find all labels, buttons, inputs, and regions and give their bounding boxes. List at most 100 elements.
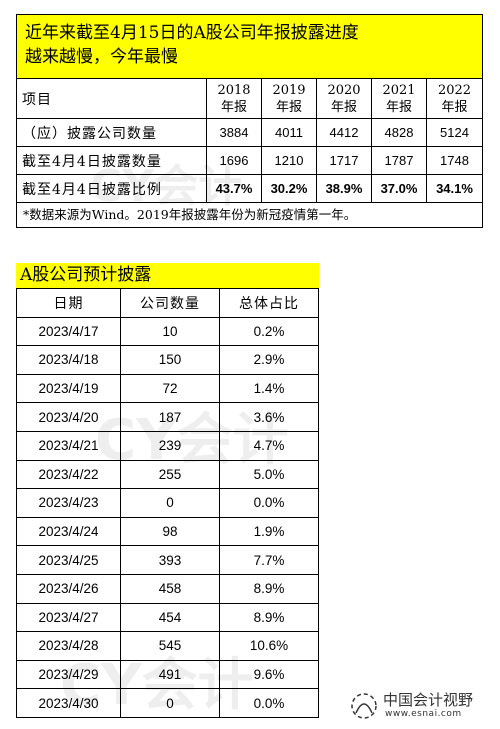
table1-cell: 30.2% xyxy=(262,175,317,203)
year-suffix: 年报 xyxy=(330,99,357,115)
logo-mark-icon xyxy=(351,693,377,719)
table2-cell: 2023/4/29 xyxy=(17,660,121,690)
table2-cell: 2023/4/23 xyxy=(17,489,121,518)
disclosure-progress-table: 近年来截至4月15日的A股公司年报披露进度 越来越慢，今年最慢 项目 2018 年报… xyxy=(16,14,483,228)
table1-cell: 43.7% xyxy=(207,175,262,203)
table2-header-cell: 日期 xyxy=(17,289,121,318)
table2-cell: 0.0% xyxy=(220,489,319,518)
table1-title: 近年来截至4月15日的A股公司年报披露进度 越来越慢，今年最慢 xyxy=(17,15,482,79)
table1-cell: 1717 xyxy=(317,147,372,175)
table2-cell: 4.7% xyxy=(220,431,319,461)
table2-cell: 2023/4/25 xyxy=(17,546,121,575)
table-row: 2023/4/24 98 1.9% xyxy=(17,517,319,547)
table-row: 2023/4/21 239 4.7% xyxy=(17,431,319,461)
table2-cell: 2023/4/27 xyxy=(17,603,121,633)
table1-cell: 1210 xyxy=(262,147,317,175)
table2-cell: 454 xyxy=(121,603,220,633)
table1-row-label: （应）披露公司数量 xyxy=(17,119,207,147)
table2-cell: 2023/4/21 xyxy=(17,431,121,461)
table-row: 2023/4/23 0 0.0% xyxy=(17,489,319,518)
table1-cell: 4412 xyxy=(317,119,372,147)
table-row: 2023/4/17 10 0.2% xyxy=(17,317,319,347)
table1-cell: 1696 xyxy=(207,147,262,175)
table1-grid: 项目 2018 年报 2019 年报 2020 年报 2021 年报 2022 年报 （应）披露公司数… xyxy=(17,79,482,203)
table1-cell: 1787 xyxy=(372,147,427,175)
table2-cell: 239 xyxy=(121,431,220,461)
logo-url: www.esnai.com xyxy=(385,709,462,719)
table1-note: *数据来源为Wind。2019年报披露年份为新冠疫情第一年。 xyxy=(23,207,357,222)
table1-cell: 4011 xyxy=(262,119,317,147)
table1-row-label: 截至4月4日披露比例 xyxy=(17,175,207,203)
table-row: 2023/4/29 491 9.6% xyxy=(17,660,319,690)
table2-cell: 10.6% xyxy=(220,632,319,661)
table2-header-cell: 公司数量 xyxy=(121,289,220,318)
table1-title-line1: 近年来截至4月15日的A股公司年报披露进度 xyxy=(25,23,359,43)
table1-year-header: 2019 年报 xyxy=(262,79,317,119)
table2-header-row: 日期 公司数量 总体占比 xyxy=(17,289,319,318)
table-row: 2023/4/20 187 3.6% xyxy=(17,403,319,432)
year-suffix: 年报 xyxy=(220,99,247,115)
table1-cell: 37.0% xyxy=(372,175,427,203)
table2-cell: 7.7% xyxy=(220,546,319,575)
expected-disclosure-table: 日期 公司数量 总体占比 2023/4/17 10 0.2% 2023/4/18 150 2.9… xyxy=(16,288,319,718)
table1-cell: 34.1% xyxy=(427,175,482,203)
year-suffix: 年报 xyxy=(275,99,302,115)
table1-cell: 38.9% xyxy=(317,175,372,203)
table1-year-header: 2022 年报 xyxy=(427,79,482,119)
table1-cell: 4828 xyxy=(372,119,427,147)
table-row: 2023/4/30 0 0.0% xyxy=(17,689,319,718)
table1-title-line2: 越来越慢，今年最慢 xyxy=(25,47,178,67)
table2-cell: 5.0% xyxy=(220,460,319,490)
table1-row-label: 截至4月4日披露数量 xyxy=(17,147,207,175)
table1-year-header: 2018 年报 xyxy=(207,79,262,119)
table2-cell: 98 xyxy=(121,517,220,547)
table-row: 2023/4/25 393 7.7% xyxy=(17,546,319,575)
table-row: 2023/4/18 150 2.9% xyxy=(17,346,319,375)
table2-cell: 2023/4/20 xyxy=(17,403,121,432)
table2-cell: 3.6% xyxy=(220,403,319,432)
table2-cell: 393 xyxy=(121,546,220,575)
table-row: 2023/4/28 545 10.6% xyxy=(17,632,319,661)
table-row: 2023/4/22 255 5.0% xyxy=(17,460,319,490)
table2-cell: 2023/4/24 xyxy=(17,517,121,547)
logo-name: 中国会计视野 xyxy=(383,691,474,709)
table2-cell: 2023/4/18 xyxy=(17,346,121,375)
table2-cell: 10 xyxy=(121,317,220,347)
table2-cell: 0 xyxy=(121,689,220,718)
table2-cell: 187 xyxy=(121,403,220,432)
year-number: 2021 xyxy=(382,82,416,98)
table2-cell: 255 xyxy=(121,460,220,490)
table1-cell: 3884 xyxy=(207,119,262,147)
year-number: 2020 xyxy=(327,82,361,98)
year-suffix: 年报 xyxy=(385,99,412,115)
table1-year-header: 2021 年报 xyxy=(372,79,427,119)
table2-cell: 1.9% xyxy=(220,517,319,547)
table2-cell: 0 xyxy=(121,489,220,518)
table-row: 2023/4/26 458 8.9% xyxy=(17,574,319,604)
table2-cell: 9.6% xyxy=(220,660,319,690)
table2-cell: 2023/4/28 xyxy=(17,632,121,661)
table2-cell: 545 xyxy=(121,632,220,661)
year-number: 2019 xyxy=(272,82,306,98)
table2-title: A股公司预计披露 xyxy=(16,263,319,288)
table2-cell: 72 xyxy=(121,374,220,404)
esnai-logo: 中国会计视野 www.esnai.com xyxy=(347,689,497,725)
table2-cell: 2023/4/30 xyxy=(17,689,121,718)
table2-cell: 2.9% xyxy=(220,346,319,375)
table2-cell: 2023/4/19 xyxy=(17,374,121,404)
table2-cell: 8.9% xyxy=(220,603,319,633)
table2-cell: 0.0% xyxy=(220,689,319,718)
table2-cell: 491 xyxy=(121,660,220,690)
year-number: 2018 xyxy=(217,82,251,98)
table2-cell: 458 xyxy=(121,574,220,604)
table2-cell: 150 xyxy=(121,346,220,375)
year-suffix: 年报 xyxy=(441,99,468,115)
table2-cell: 8.9% xyxy=(220,574,319,604)
table1-header-label: 项目 xyxy=(17,79,207,119)
table2-cell: 0.2% xyxy=(220,317,319,347)
year-number: 2022 xyxy=(437,82,472,98)
table1-cell: 5124 xyxy=(427,119,482,147)
table-row: 2023/4/19 72 1.4% xyxy=(17,374,319,404)
table-row: 2023/4/27 454 8.9% xyxy=(17,603,319,633)
table2-header-cell: 总体占比 xyxy=(220,289,319,318)
